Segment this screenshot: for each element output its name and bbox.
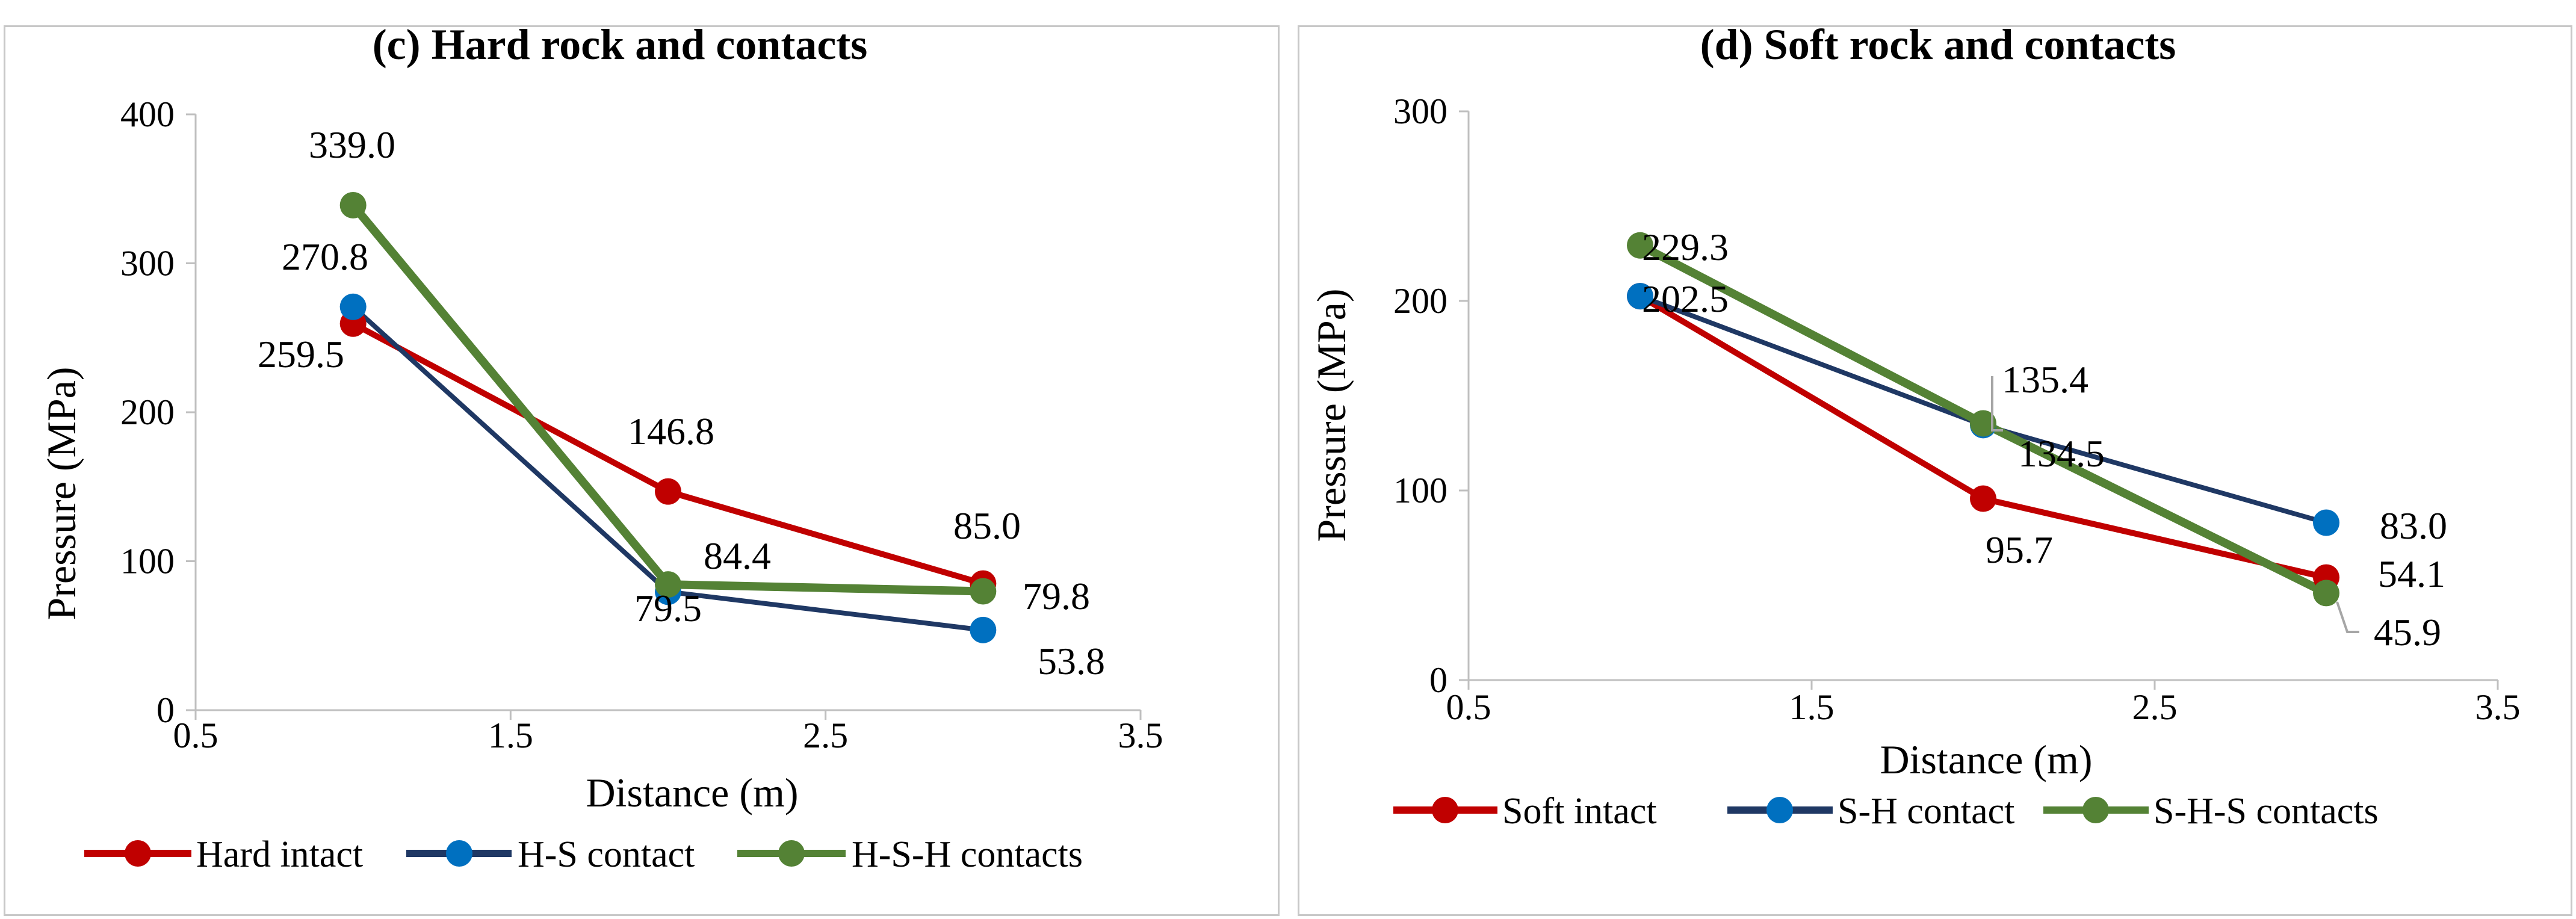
x-tick-label: 2.5 bbox=[803, 716, 848, 755]
y-tick-label: 0 bbox=[1429, 660, 1447, 700]
y-tick-label: 100 bbox=[120, 542, 175, 581]
data-label-sh-contact-1: 202.5 bbox=[1642, 277, 1729, 320]
chart-title: (d) Soft rock and contacts bbox=[1700, 20, 2176, 69]
data-label-soft-intact-1: 202.5 bbox=[1642, 277, 1729, 320]
legend-marker-sh-contact bbox=[1766, 797, 1793, 823]
legend-label-hard-intact: Hard intact bbox=[196, 834, 363, 875]
legend-marker-shs-contacts bbox=[2082, 797, 2109, 823]
data-label-sh-contact-3: 83.0 bbox=[2380, 504, 2447, 547]
data-point-h-s-contact bbox=[970, 616, 997, 643]
data-label-hard-intact-2: 146.8 bbox=[628, 410, 714, 453]
y-tick-label: 400 bbox=[120, 94, 175, 134]
y-tick-label: 100 bbox=[1393, 471, 1447, 510]
data-label-shs-contacts-3: 45.9 bbox=[2374, 611, 2441, 654]
data-label-hs-contact-3: 53.8 bbox=[1038, 640, 1105, 682]
x-tick-label: 2.5 bbox=[2132, 687, 2178, 727]
legend: Hard intact H-S contact H-S-H contacts bbox=[84, 834, 1083, 875]
x-tick-label: 0.5 bbox=[1446, 687, 1491, 727]
legend-label-hsh-contacts: H-S-H contacts bbox=[852, 834, 1083, 875]
legend-label-sh-contact: S-H contact bbox=[1838, 791, 2014, 832]
chart-title: (c) Hard rock and contacts bbox=[373, 20, 868, 69]
y-tick-label: 300 bbox=[120, 244, 175, 283]
data-label-hsh-contacts-3: 79.8 bbox=[1023, 575, 1090, 617]
x-tick-label: 0.5 bbox=[173, 716, 218, 755]
data-point-h-s-contact bbox=[339, 293, 367, 320]
data-point-s-h-s-contacts bbox=[2313, 580, 2339, 607]
data-label-shs-contacts-1: 229.3 bbox=[1642, 226, 1729, 268]
y-axis-title: Pressure (MPa) bbox=[1308, 288, 1354, 542]
leader-line-45-9 bbox=[2336, 601, 2359, 633]
legend-label-hs-contact: H-S contact bbox=[518, 834, 695, 875]
legend-marker-soft-intact bbox=[1432, 797, 1458, 823]
y-tick-label: 200 bbox=[120, 392, 175, 432]
y-axis-title: Pressure (MPa) bbox=[39, 367, 84, 620]
legend-marker-hs-contact bbox=[446, 840, 472, 867]
data-point-s-h-contact bbox=[2313, 509, 2339, 536]
y-tick-label: 0 bbox=[156, 690, 175, 730]
data-point-h-s-h-contacts bbox=[655, 571, 681, 598]
data-point-soft-intact bbox=[1970, 485, 1996, 512]
data-label-hard-intact-3: 85.0 bbox=[953, 504, 1021, 547]
data-point-hard-intact bbox=[655, 478, 681, 505]
legend: Soft intact S-H contact S-H-S contacts bbox=[1393, 791, 2379, 832]
data-point-s-h-s-contacts bbox=[1970, 410, 1996, 437]
y-tick-label: 200 bbox=[1393, 281, 1447, 321]
x-tick-label: 3.5 bbox=[1118, 716, 1163, 755]
x-axis-title: Distance (m) bbox=[1880, 737, 2092, 782]
legend-marker-hard-intact bbox=[125, 840, 151, 867]
x-axis-title: Distance (m) bbox=[586, 770, 798, 815]
data-label-soft-intact-3: 54.1 bbox=[2378, 552, 2445, 595]
legend-label-shs-contacts: S-H-S contacts bbox=[2153, 791, 2379, 832]
y-tick-label: 300 bbox=[1393, 91, 1447, 131]
data-label-shs-contacts-2: 135.4 bbox=[2002, 358, 2088, 401]
data-label-hs-contact-2: 79.5 bbox=[634, 587, 702, 630]
leader-line-135-4 bbox=[1991, 376, 2003, 432]
data-label-sh-contact-2: 134.5 bbox=[2018, 432, 2105, 475]
data-label-soft-intact-2: 95.7 bbox=[1986, 528, 2053, 571]
data-label-hsh-contacts-1: 339.0 bbox=[309, 123, 395, 166]
data-label-hard-intact-1: 259.5 bbox=[258, 333, 344, 376]
data-point-s-h-s-contacts bbox=[1627, 232, 1653, 259]
x-tick-label: 1.5 bbox=[488, 716, 533, 755]
data-point-s-h-contact bbox=[1627, 283, 1653, 310]
data-point-h-s-h-contacts bbox=[970, 578, 997, 605]
x-tick-label: 3.5 bbox=[2475, 687, 2521, 727]
data-label-hsh-contacts-2: 84.4 bbox=[704, 534, 771, 577]
legend-label-soft-intact: Soft intact bbox=[1502, 791, 1657, 832]
chart-panel-hard-rock bbox=[4, 25, 1280, 916]
data-label-hs-contact-1: 270.8 bbox=[282, 235, 368, 278]
x-tick-label: 1.5 bbox=[1789, 687, 1834, 727]
legend-marker-hsh-contacts bbox=[778, 840, 805, 867]
data-point-h-s-h-contacts bbox=[339, 191, 367, 218]
